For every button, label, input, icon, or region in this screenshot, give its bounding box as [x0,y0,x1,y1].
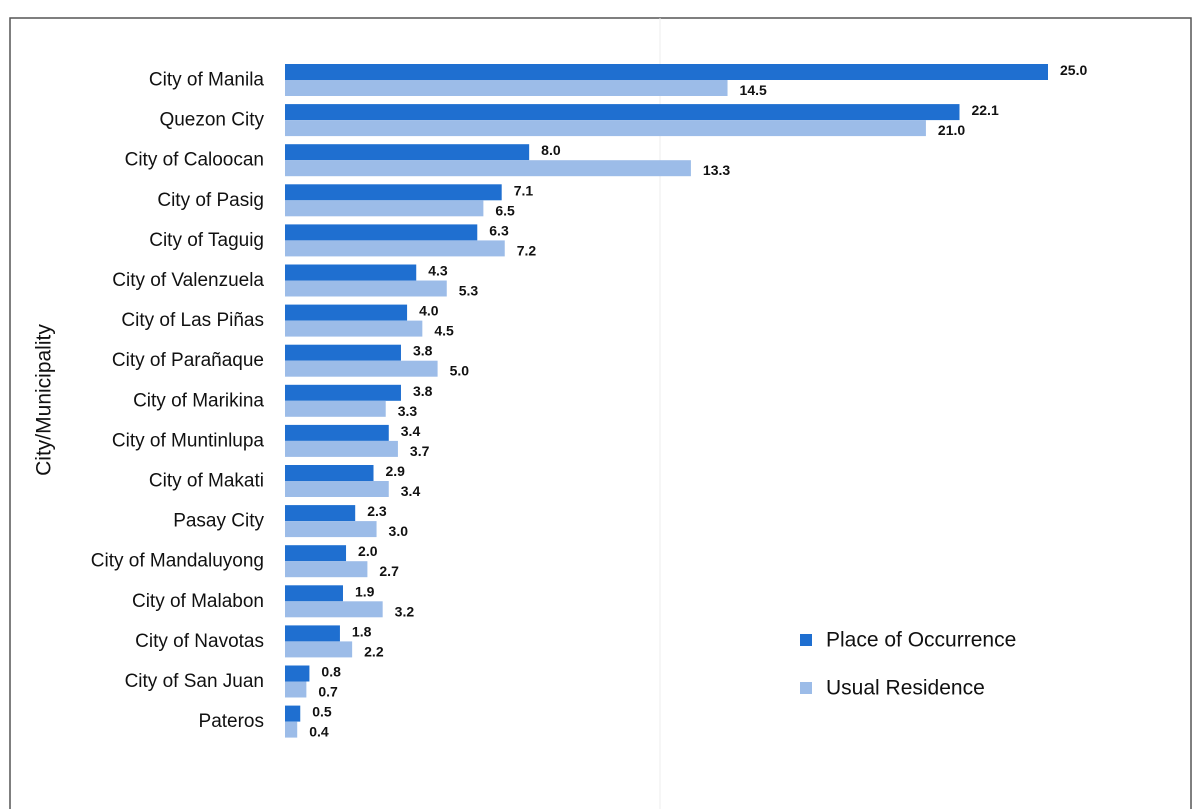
bar-usual-residence [285,200,484,217]
value-label: 2.9 [386,463,406,479]
legend-swatch-place-of-occurrence [800,634,812,646]
bar-place-of-occurrence [285,705,301,722]
bar-place-of-occurrence [285,384,401,401]
value-label: 0.7 [318,684,338,700]
category-label: City of Las Piñas [121,310,264,331]
value-label: 3.3 [398,403,418,419]
bar-usual-residence [285,240,505,257]
value-label: 0.8 [321,664,341,680]
value-label: 14.5 [740,82,767,98]
bars [285,64,1048,738]
value-label: 8.0 [541,142,561,158]
value-label: 2.2 [364,643,384,659]
value-label: 3.4 [401,423,421,439]
bar-place-of-occurrence [285,505,356,522]
legend: Place of Occurrence Usual Residence [800,629,1016,700]
category-label: City of Malabon [132,591,264,612]
value-label: 3.0 [389,523,409,539]
bar-place-of-occurrence [285,424,389,441]
bar-place-of-occurrence [285,625,340,642]
category-label: City of Muntinlupa [112,430,265,451]
bar-place-of-occurrence [285,264,417,281]
bar-place-of-occurrence [285,304,408,321]
category-label: City of Manila [149,70,265,91]
category-label: City of Parañaque [112,350,264,371]
bar-usual-residence [285,160,691,177]
value-label: 5.0 [450,363,470,379]
bar-usual-residence [285,481,389,497]
category-label: City of Mandaluyong [91,551,264,572]
value-label: 3.4 [401,483,421,499]
value-label: 7.2 [517,242,537,258]
bar-place-of-occurrence [285,344,401,361]
value-label: 6.3 [489,222,509,238]
value-label: 21.0 [938,122,965,138]
bar-usual-residence [285,641,353,658]
bar-place-of-occurrence [285,665,310,682]
value-label: 3.7 [410,443,430,459]
value-label: 0.4 [309,724,329,740]
category-label: City of San Juan [125,671,264,692]
legend-label: Usual Residence [826,677,985,700]
category-label: Pateros [199,711,264,732]
category-label: Quezon City [159,110,264,131]
category-label: City of Makati [149,471,264,492]
bar-usual-residence [285,601,383,618]
bar-usual-residence [285,120,926,137]
data-labels: 25.0 14.5 22.1 21.0 8.0 13.3 7.1 6.5 6.3 7.2 4.3 5.… [309,62,1087,740]
value-label: 2.7 [379,563,399,579]
value-label: 13.3 [703,162,730,178]
bar-place-of-occurrence [285,545,347,562]
bar-usual-residence [285,280,447,297]
value-label: 4.0 [419,303,439,319]
value-label: 3.8 [413,383,433,399]
value-label: 2.3 [367,503,387,519]
value-label: 3.2 [395,603,415,619]
value-label: 3.8 [413,343,433,359]
bar-usual-residence [285,80,728,96]
value-label: 7.1 [514,182,534,198]
value-label: 4.3 [428,263,448,279]
category-labels: City of Manila Quezon City City of Calooca… [91,70,265,733]
category-label: Pasay City [173,511,264,532]
legend-swatch-usual-residence [800,682,812,694]
value-label: 1.9 [355,583,375,599]
category-label: City of Marikina [133,390,264,411]
chart-frame [9,17,1192,809]
bar-usual-residence [285,400,386,417]
value-label: 5.3 [459,283,479,299]
bar-usual-residence [285,360,438,377]
bar-usual-residence [285,561,368,578]
value-label: 1.8 [352,623,372,639]
value-label: 0.5 [312,704,332,720]
category-label: City of Pasig [157,190,264,211]
value-label: 6.5 [495,202,515,218]
bar-place-of-occurrence [285,104,960,121]
bar-usual-residence [285,521,377,538]
category-label: City of Valenzuela [112,270,264,291]
bar-usual-residence [285,721,298,738]
bar-place-of-occurrence [285,224,478,241]
category-label: City of Caloocan [125,150,264,171]
value-label: 2.0 [358,543,378,559]
bar-usual-residence [285,681,307,698]
bar-usual-residence [285,440,398,457]
bar-place-of-occurrence [285,585,343,602]
legend-label: Place of Occurrence [826,629,1016,652]
value-label: 4.5 [434,323,454,339]
bar-place-of-occurrence [285,465,374,481]
bar-place-of-occurrence [285,64,1048,80]
bar-place-of-occurrence [285,144,530,161]
value-label: 22.1 [971,102,998,118]
category-label: City of Taguig [149,230,264,251]
category-label: City of Navotas [135,631,264,652]
bar-place-of-occurrence [285,184,502,201]
y-axis-title: City/Municipality [33,324,56,476]
value-label: 25.0 [1060,62,1087,78]
bar-usual-residence [285,320,423,337]
